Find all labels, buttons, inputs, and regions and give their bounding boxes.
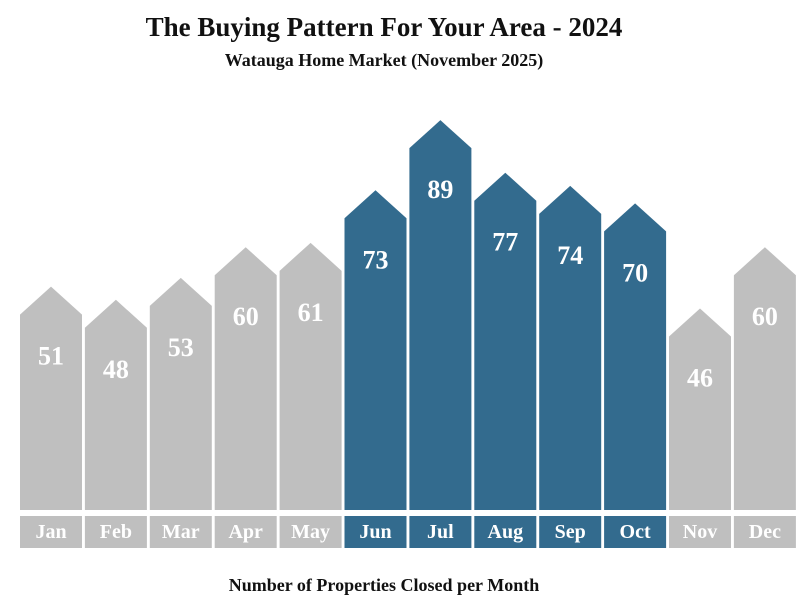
value-label-sep: 74 <box>557 241 583 270</box>
bar-aug <box>474 172 537 511</box>
month-box-feb <box>84 516 147 548</box>
bar-apr <box>214 247 277 510</box>
month-label-dec: Dec <box>749 521 781 543</box>
month-label-mar: Mar <box>162 521 200 543</box>
month-box-apr <box>214 516 277 548</box>
month-label-jul: Jul <box>427 521 454 543</box>
value-label-jan: 51 <box>38 342 64 371</box>
month-box-oct <box>604 516 667 548</box>
bar-feb <box>84 299 147 510</box>
month-label-feb: Feb <box>100 521 132 543</box>
bar-jan <box>20 286 82 510</box>
bar-may <box>279 242 342 510</box>
month-box-aug <box>474 516 537 548</box>
value-label-aug: 77 <box>492 228 518 257</box>
bar-nov <box>669 308 731 510</box>
bar-oct <box>604 203 667 510</box>
month-box-dec <box>733 516 796 548</box>
value-label-feb: 48 <box>103 355 129 384</box>
value-label-may: 61 <box>298 298 324 327</box>
month-box-sep <box>539 516 602 548</box>
month-label-oct: Oct <box>620 521 651 543</box>
bar-jun <box>344 190 407 510</box>
month-label-may: May <box>291 521 330 543</box>
value-label-nov: 46 <box>687 364 713 393</box>
bar-jul <box>409 120 472 511</box>
bar-dec <box>733 247 796 510</box>
value-label-oct: 70 <box>622 258 648 287</box>
month-box-nov <box>669 516 731 548</box>
month-label-aug: Aug <box>488 521 524 543</box>
x-axis-label: Number of Properties Closed per Month <box>228 575 540 595</box>
bar-mar <box>149 277 212 510</box>
value-label-jun: 73 <box>363 245 389 274</box>
month-label-nov: Nov <box>683 521 717 543</box>
month-label-jun: Jun <box>359 521 391 543</box>
month-box-jun <box>344 516 407 548</box>
value-label-dec: 60 <box>752 302 778 331</box>
bar-sep <box>539 185 602 510</box>
value-label-jul: 89 <box>427 175 453 204</box>
value-label-apr: 60 <box>233 302 259 331</box>
bars-layer <box>20 120 796 511</box>
value-label-mar: 53 <box>168 333 194 362</box>
month-box-jul <box>409 516 472 548</box>
month-box-may <box>279 516 342 548</box>
chart-subtitle: Watauga Home Market (November 2025) <box>224 50 544 70</box>
month-box-mar <box>149 516 212 548</box>
month-labels-layer: Jan Feb Mar Apr May Jun Jul Aug Sep Oct Nov Dec <box>20 516 796 548</box>
chart-title: The Buying Pattern For Your Area - 2024 <box>145 12 623 42</box>
month-label-apr: Apr <box>228 521 263 543</box>
month-label-jan: Jan <box>35 521 66 543</box>
month-box-jan <box>20 516 82 548</box>
month-label-sep: Sep <box>555 521 586 543</box>
value-labels-layer: 51 48 53 60 61 73 89 77 74 70 46 60 <box>38 175 778 392</box>
